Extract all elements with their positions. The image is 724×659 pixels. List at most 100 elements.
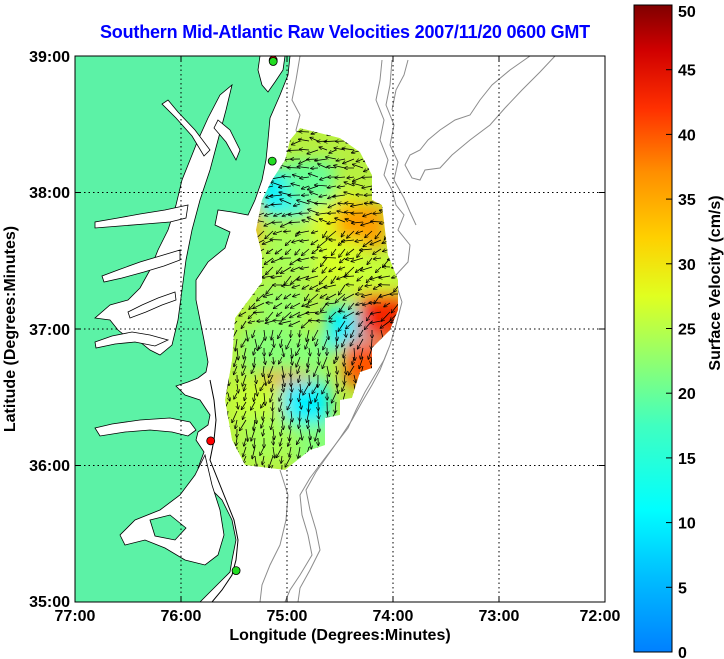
velocity-arrow bbox=[352, 356, 354, 365]
velocity-arrow bbox=[361, 293, 373, 297]
velocity-arrow bbox=[356, 312, 364, 314]
velocity-arrow bbox=[259, 338, 265, 349]
velocity-arrow bbox=[307, 365, 309, 373]
velocity-arrow bbox=[291, 410, 292, 422]
lon-tick-label: 76:00 bbox=[161, 608, 202, 625]
velocity-arrow bbox=[343, 293, 355, 300]
velocity-arrow bbox=[345, 258, 355, 259]
velocity-arrow bbox=[279, 320, 292, 324]
velocity-arrow bbox=[332, 195, 346, 197]
velocity-arrow bbox=[242, 410, 247, 420]
velocity-arrow bbox=[279, 401, 283, 412]
velocity-arrow bbox=[360, 266, 373, 271]
velocity-arrow bbox=[264, 257, 274, 265]
velocity-arrow bbox=[244, 392, 246, 401]
velocity-arrow bbox=[350, 338, 355, 346]
velocity-arrow bbox=[347, 177, 355, 178]
velocity-arrow bbox=[305, 293, 310, 301]
velocity-arrow bbox=[308, 419, 309, 429]
velocity-arrow bbox=[336, 347, 337, 360]
velocity-arrow bbox=[273, 230, 283, 234]
velocity-arrow bbox=[306, 329, 310, 342]
velocity-arrow bbox=[360, 347, 364, 359]
velocity-arrow bbox=[314, 185, 328, 186]
velocity-arrow bbox=[237, 401, 238, 409]
velocity-arrow bbox=[291, 184, 301, 187]
velocity-arrow bbox=[338, 203, 346, 204]
velocity-arrow bbox=[299, 149, 310, 150]
velocity-arrow bbox=[359, 356, 364, 369]
velocity-arrow bbox=[345, 266, 355, 276]
velocity-arrow bbox=[287, 168, 301, 169]
velocity-arrow bbox=[308, 437, 312, 449]
velocity-arrow bbox=[286, 338, 292, 349]
velocity-arrow bbox=[266, 311, 274, 321]
velocity-arrow bbox=[242, 374, 247, 386]
velocity-arrow bbox=[318, 419, 320, 432]
velocity-arrow bbox=[263, 410, 264, 420]
velocity-arrow bbox=[292, 284, 301, 288]
river-james bbox=[94, 331, 170, 349]
velocity-arrow bbox=[341, 240, 355, 241]
velocity-arrow bbox=[299, 132, 310, 133]
velocity-patch bbox=[278, 334, 327, 379]
velocity-arrow bbox=[347, 230, 355, 238]
velocity-arrow bbox=[394, 284, 398, 292]
velocity-arrow bbox=[322, 266, 328, 273]
radar-station-marker bbox=[231, 566, 241, 575]
velocity-arrow bbox=[355, 240, 364, 242]
velocity-arrow bbox=[264, 392, 265, 406]
velocity-arrow bbox=[253, 302, 265, 309]
velocity-arrow bbox=[343, 347, 345, 358]
velocity-arrow bbox=[339, 248, 346, 257]
delaware-bay bbox=[257, 56, 286, 93]
velocity-arrow bbox=[352, 164, 364, 169]
velocity-arrow bbox=[271, 276, 283, 278]
radar-station-marker bbox=[268, 57, 278, 66]
velocity-arrow bbox=[282, 419, 283, 430]
velocity-arrow bbox=[307, 356, 309, 367]
velocity-arrow bbox=[310, 284, 319, 289]
velocity-arrow bbox=[242, 365, 247, 376]
velocity-arrow bbox=[380, 320, 391, 328]
velocity-arrow bbox=[306, 275, 319, 279]
velocity-arrow bbox=[297, 437, 301, 445]
velocity-arrow bbox=[281, 464, 283, 470]
velocity-arrow bbox=[255, 374, 256, 384]
velocity-arrow bbox=[381, 311, 391, 321]
velocity-arrow bbox=[273, 338, 274, 347]
velocity-arrow bbox=[260, 383, 265, 391]
colorbar-tick-label: 45 bbox=[678, 63, 696, 80]
velocity-arrow bbox=[289, 419, 291, 429]
velocity-arrow bbox=[379, 276, 391, 278]
velocity-arrow bbox=[297, 365, 301, 374]
velocity-arrow bbox=[264, 374, 266, 386]
velocity-arrow bbox=[289, 320, 301, 326]
velocity-arrow bbox=[305, 338, 310, 349]
velocity-arrow bbox=[345, 329, 346, 337]
velocity-arrow bbox=[265, 230, 274, 239]
velocity-patch bbox=[265, 231, 314, 276]
velocity-arrow bbox=[280, 266, 292, 274]
velocity-arrow bbox=[239, 419, 247, 431]
velocity-arrow bbox=[315, 392, 319, 402]
velocity-arrow bbox=[336, 383, 338, 394]
velocity-arrow bbox=[344, 192, 355, 196]
velocity-arrow bbox=[370, 321, 382, 323]
velocity-arrow bbox=[254, 338, 258, 351]
velocity-arrow bbox=[326, 230, 337, 239]
velocity-arrow bbox=[253, 312, 265, 313]
river-chester bbox=[213, 119, 241, 161]
velocity-arrow bbox=[307, 159, 319, 160]
velocity-arrow bbox=[316, 213, 328, 215]
velocity-arrow bbox=[363, 212, 373, 217]
velocity-arrow bbox=[264, 329, 265, 340]
velocity-arrow bbox=[282, 410, 284, 420]
velocity-arrow bbox=[254, 437, 255, 448]
chart-title: Southern Mid-Atlantic Raw Velocities 200… bbox=[100, 22, 590, 42]
velocity-arrow bbox=[268, 365, 274, 378]
velocity-arrow bbox=[312, 248, 319, 254]
velocity-arrow bbox=[331, 248, 337, 256]
velocity-arrow bbox=[371, 356, 372, 365]
velocity-arrow bbox=[317, 239, 328, 248]
